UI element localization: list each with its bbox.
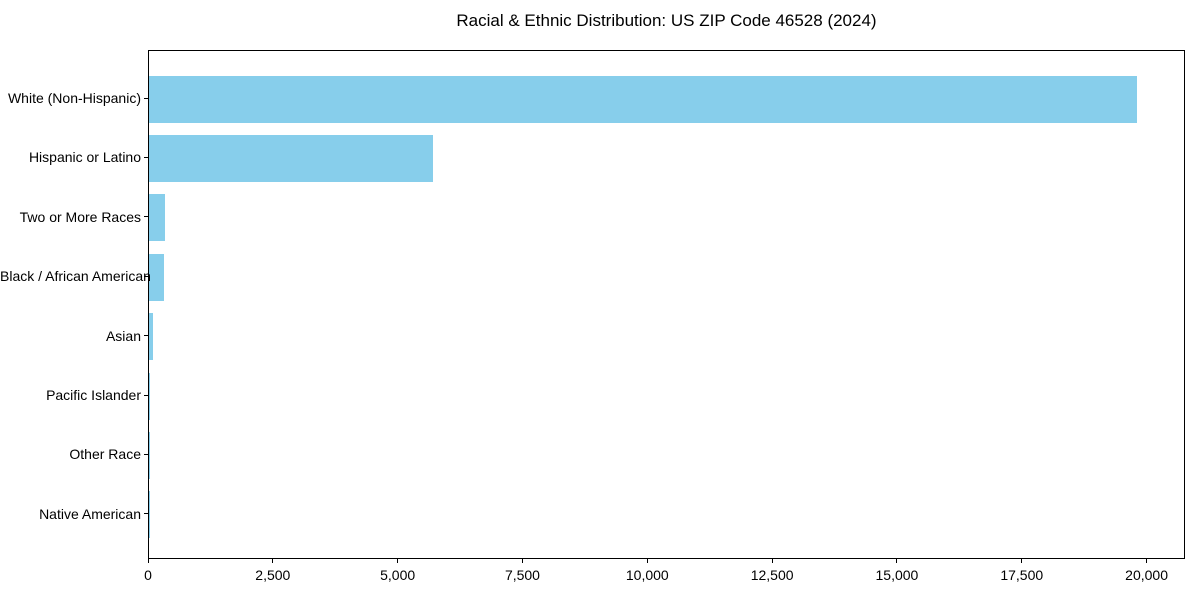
y-axis-label: Other Race xyxy=(69,446,141,463)
y-axis-label: White (Non-Hispanic) xyxy=(7,90,141,106)
bar-hispanic-or-latino xyxy=(149,134,434,182)
y-axis-tick xyxy=(144,97,148,99)
y-axis-label: Black / African American xyxy=(0,268,151,285)
x-axis-tick-label: 7,500 xyxy=(504,567,540,583)
x-axis-tick xyxy=(397,559,399,563)
y-axis-label: Two or More Races xyxy=(19,208,141,225)
x-axis-tick-label: 2,500 xyxy=(255,567,291,583)
bar-native-american xyxy=(149,491,150,539)
x-axis-tick xyxy=(1146,559,1148,563)
chart-title: Racial & Ethnic Distribution: US ZIP Cod… xyxy=(456,11,877,30)
x-axis-tick-label: 12,500 xyxy=(750,567,794,583)
bar-white-non-hispanic xyxy=(149,75,1137,123)
x-axis-tick-label: 15,000 xyxy=(875,567,919,583)
y-axis-tick xyxy=(144,335,148,337)
y-axis-tick xyxy=(144,275,148,277)
y-axis-tick xyxy=(144,513,148,515)
x-axis-tick xyxy=(896,559,898,563)
y-axis-tick xyxy=(144,453,148,455)
x-axis-tick-label: 17,500 xyxy=(1000,567,1044,583)
x-axis-tick xyxy=(646,559,648,563)
bar-black-african-american xyxy=(149,253,164,301)
x-axis-tick-label: 20,000 xyxy=(1125,567,1168,583)
y-axis-tick xyxy=(144,394,148,396)
x-axis-tick-label: 10,000 xyxy=(625,567,669,583)
x-axis-tick xyxy=(147,559,149,563)
x-axis-tick-label: 0 xyxy=(144,567,152,583)
x-axis-tick-label: 5,000 xyxy=(380,567,416,583)
bar-two-or-more-races xyxy=(149,194,166,242)
y-axis-label: Native American xyxy=(39,505,141,522)
x-axis-tick xyxy=(521,559,523,563)
y-axis-tick xyxy=(144,156,148,158)
x-axis-tick xyxy=(771,559,773,563)
y-axis-tick xyxy=(144,216,148,218)
bar-pacific-islander xyxy=(149,372,150,420)
x-axis-tick xyxy=(272,559,274,563)
bar-asian xyxy=(149,313,154,361)
x-axis-tick xyxy=(1021,559,1023,563)
y-axis-label: Pacific Islander xyxy=(46,387,141,403)
y-axis-label: Asian xyxy=(105,327,141,344)
bar-other-race xyxy=(149,431,150,479)
y-axis-label: Hispanic or Latino xyxy=(28,149,141,166)
plot-area xyxy=(148,50,1185,559)
